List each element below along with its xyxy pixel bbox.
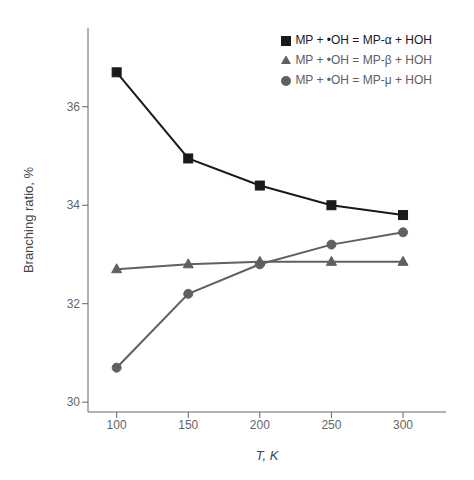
html-text:MP + •OH = MP-μ + HOH: MP + •OH = MP-μ + HOH — [295, 73, 432, 87]
svg-text:150: 150 — [178, 418, 198, 432]
html-text:MP + •OH = MP-β + HOH: MP + •OH = MP-β + HOH — [295, 53, 432, 67]
svg-text:32: 32 — [67, 297, 81, 311]
svg-text:34: 34 — [67, 198, 81, 212]
svg-text:Branching ratio, %: Branching ratio, % — [21, 166, 36, 273]
svg-text:30: 30 — [67, 395, 81, 409]
svg-text:200: 200 — [250, 418, 270, 432]
svg-text:300: 300 — [393, 418, 413, 432]
html-text:MP + •OH = MP-α + HOH: MP + •OH = MP-α + HOH — [295, 33, 432, 47]
svg-text:250: 250 — [321, 418, 341, 432]
svg-text:T, K: T, K — [256, 448, 280, 463]
svg-text:100: 100 — [107, 418, 127, 432]
svg-text:36: 36 — [67, 100, 81, 114]
